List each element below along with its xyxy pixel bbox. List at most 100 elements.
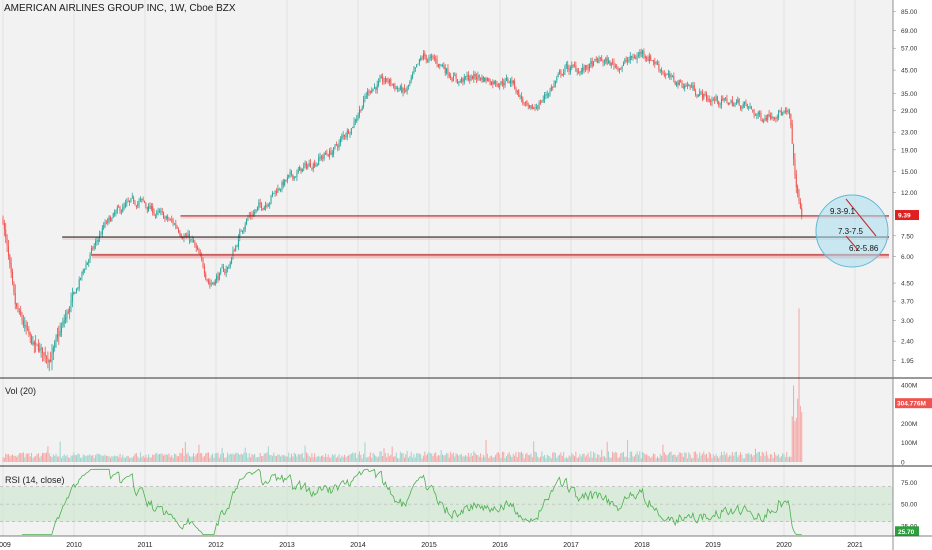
volume-bar [103, 455, 105, 462]
volume-bar [135, 453, 137, 462]
volume-bar [746, 453, 748, 462]
volume-bar [384, 452, 386, 462]
candle-body [612, 61, 614, 63]
volume-bar [175, 454, 177, 462]
candle-body [670, 75, 672, 77]
volume-bar [520, 451, 522, 462]
annotation-circle[interactable]: 9.3-9.1 7.3-7.5 6.2-5.86 [815, 194, 889, 268]
volume-bar [689, 454, 691, 462]
volume-bar [62, 456, 64, 462]
volume-bar [316, 456, 318, 462]
volume-bar [801, 412, 803, 462]
candle-body [352, 127, 354, 128]
volume-bar [409, 456, 411, 462]
candle-body [586, 65, 588, 67]
volume-bar [339, 457, 341, 462]
volume-bar [296, 456, 298, 462]
volume-bar [657, 456, 659, 462]
candle-body [424, 53, 426, 56]
candle-body [379, 78, 381, 82]
candle-body [77, 288, 79, 289]
volume-bar [794, 421, 796, 462]
volume-bar [673, 454, 675, 462]
candle-body [156, 211, 158, 215]
candle-body [467, 74, 469, 80]
volume-bar [139, 452, 141, 462]
candle-body [259, 202, 261, 205]
candle-body [56, 334, 58, 338]
candle-body [327, 154, 329, 157]
candle-body [599, 57, 601, 59]
candle-body [699, 91, 701, 96]
volume-bar [14, 455, 16, 462]
volume-bar [373, 454, 375, 462]
candle-body [74, 292, 76, 294]
volume-bar [703, 451, 705, 462]
volume-bar [99, 454, 101, 462]
candle-body [477, 75, 479, 80]
candle-body [510, 80, 512, 84]
volume-bar [2, 457, 4, 462]
volume-bar [233, 454, 235, 462]
volume-bar [768, 458, 770, 462]
candle-body [646, 57, 648, 60]
volume-bar [281, 455, 283, 462]
volume-bar [446, 452, 448, 462]
volume-bar [629, 451, 631, 462]
candle-body [486, 78, 488, 81]
candle-body [580, 70, 582, 73]
volume-bar [760, 456, 762, 462]
candle-body [391, 83, 393, 85]
volume-bar [3, 457, 5, 462]
candle-body [725, 97, 727, 99]
volume-bar [271, 455, 273, 462]
volume-bar [100, 454, 102, 462]
volume-bar [337, 456, 339, 462]
candle-body [69, 306, 71, 313]
candle-body [563, 72, 565, 75]
horizontal-levels[interactable] [62, 215, 889, 258]
candle-body [203, 266, 205, 274]
candle-body [576, 70, 578, 72]
volume-bar [127, 455, 129, 462]
candle-body [90, 248, 92, 254]
candle-body [489, 81, 491, 85]
candle-body [666, 74, 668, 76]
candles[interactable] [2, 48, 803, 372]
candle-body [312, 163, 314, 169]
volume-bar [569, 456, 571, 462]
volume-bar [47, 446, 49, 462]
candle-body [511, 80, 513, 83]
volume-bar [227, 452, 229, 462]
volume-bar [353, 453, 355, 462]
volume-bar [133, 456, 135, 462]
volume-bar [46, 452, 48, 462]
volume-bar [71, 455, 73, 462]
volume-bar [403, 457, 405, 462]
candle-body [654, 61, 656, 64]
volume-bar [67, 457, 69, 462]
volume-bar [567, 458, 569, 462]
candle-body [54, 342, 56, 348]
volume-bar [787, 457, 789, 462]
volume-bar [350, 453, 352, 462]
volume-bar [549, 456, 551, 462]
volume-bar [179, 452, 181, 462]
volume-bar [527, 455, 529, 462]
volume-bar [688, 452, 690, 462]
volume-bar [701, 453, 703, 462]
volume-bar [448, 457, 450, 462]
candle-body [84, 269, 86, 271]
candle-body [221, 267, 223, 269]
time-axis-label: 2010 [66, 542, 82, 549]
candle-body [639, 52, 641, 56]
volume-bar [84, 455, 86, 462]
candle-body [288, 174, 290, 178]
volume-bar [625, 456, 627, 462]
volume-bar [9, 456, 11, 462]
candle-body [18, 311, 20, 313]
candle-body [382, 76, 384, 82]
volume-bar [421, 458, 423, 462]
volume-bar [92, 454, 94, 462]
volume-bar [427, 453, 429, 462]
